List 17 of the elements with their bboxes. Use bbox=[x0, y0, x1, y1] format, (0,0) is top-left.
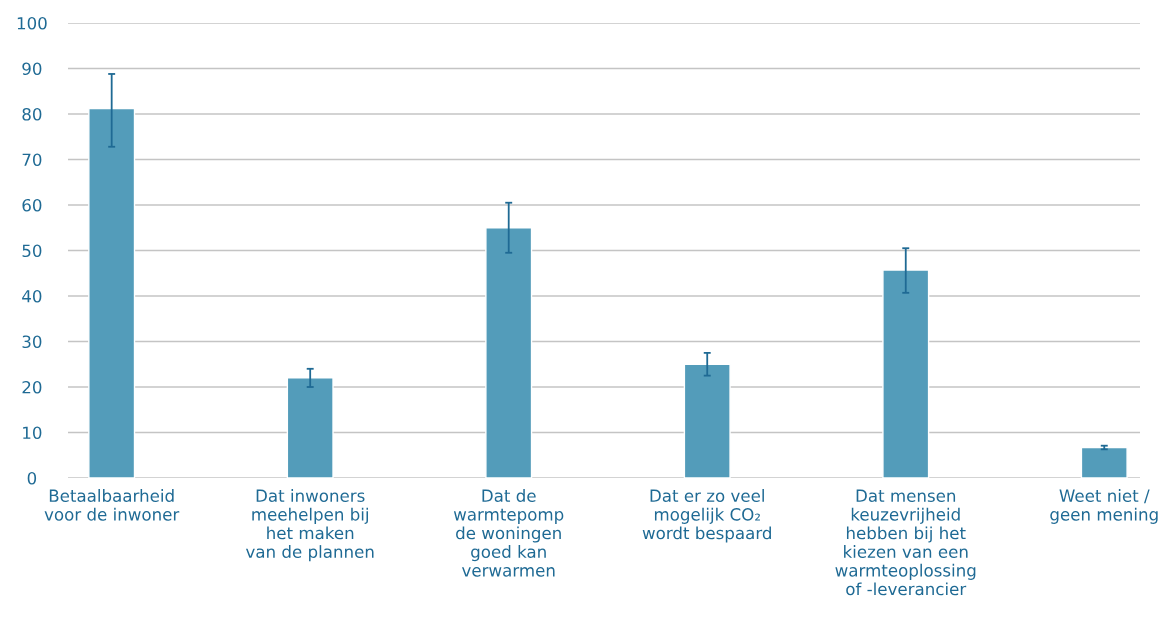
y-tick-label: 40 bbox=[22, 289, 42, 303]
x-tick-label: Betaalbaarheid voor de inwoner bbox=[44, 489, 180, 521]
y-tick-label: 30 bbox=[22, 335, 42, 349]
x-tick-label: Dat er zo veel mogelijk CO₂ wordt bespaard bbox=[642, 489, 771, 543]
y-tick-label: 100 bbox=[17, 16, 47, 30]
y-tick-label: 70 bbox=[22, 153, 42, 167]
x-tick-label: Weet niet / geen mening bbox=[1050, 489, 1158, 524]
y-tick-label: 0 bbox=[27, 471, 37, 485]
y-tick-label: 10 bbox=[23, 426, 42, 440]
y-tick-label: 60 bbox=[22, 198, 42, 212]
x-tick-label: Dat mensen keuzevrijheid hebben bij het kiezen van een warmteoplossing of -leverancier bbox=[835, 489, 976, 596]
x-tick-label: Dat de warmtepomp de woningen goed kan verwarmen bbox=[453, 489, 564, 577]
y-tick-label: 90 bbox=[22, 62, 42, 76]
y-tick-label: 80 bbox=[22, 107, 42, 121]
x-tick-label: Dat inwoners meehelpen bij het maken van de plannen bbox=[245, 489, 374, 562]
y-tick-label: 50 bbox=[22, 244, 42, 258]
y-tick-label: 20 bbox=[22, 380, 42, 394]
